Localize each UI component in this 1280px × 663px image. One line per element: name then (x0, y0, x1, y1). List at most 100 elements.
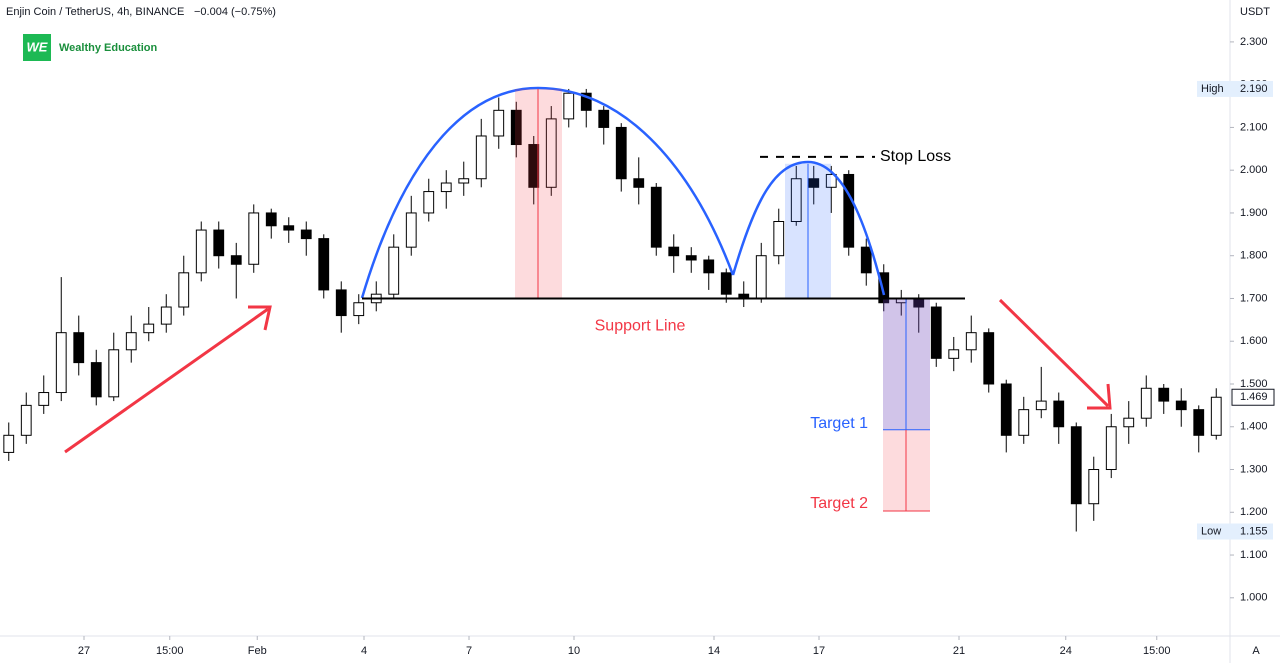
x-tick-label: 4 (361, 645, 367, 657)
candle-body (650, 186, 662, 248)
trend-arrow-head (248, 305, 272, 331)
candle-body (580, 92, 592, 111)
candle-body (755, 255, 767, 299)
trend-arrow (998, 298, 1110, 408)
y-tick-label: 1.900 (1240, 207, 1268, 219)
candles (3, 88, 1222, 532)
candle-body (685, 255, 697, 261)
candle-body (353, 302, 365, 317)
candle-body (265, 212, 277, 227)
candle-body (563, 92, 575, 120)
candle-body (1158, 387, 1170, 402)
candle-body (178, 272, 190, 308)
candle-body (860, 246, 872, 274)
candle-body (598, 109, 610, 128)
y-tick-label: 2.300 (1240, 36, 1268, 48)
candle-body (388, 246, 400, 295)
candle-body (615, 126, 627, 180)
candle-body (1123, 417, 1135, 428)
corner-label: A (1252, 645, 1260, 657)
candle-body (55, 332, 67, 394)
candle-body (125, 332, 137, 351)
y-tick-label: 1.300 (1240, 463, 1268, 475)
candle-body (948, 349, 960, 359)
candle-body (510, 109, 522, 146)
chart-title: Enjin Coin / TetherUS, 4h, BINANCE (6, 6, 184, 18)
candle-body (423, 191, 435, 214)
candle-body (1088, 469, 1100, 505)
candle-body (790, 178, 802, 223)
x-tick-label: 15:00 (1143, 645, 1171, 657)
candle-body (1018, 409, 1030, 436)
x-tick-label: 21 (953, 645, 965, 657)
candle-body (843, 173, 855, 248)
candle-body (1175, 400, 1187, 411)
x-tick-label: 10 (568, 645, 580, 657)
last-price-box (1231, 388, 1275, 406)
candle-body (143, 323, 155, 334)
y-tick-label: 1.200 (1240, 506, 1268, 518)
candle-body (195, 229, 207, 274)
candle-body (1193, 409, 1205, 436)
candle-body (3, 434, 15, 453)
x-tick-label: 24 (1060, 645, 1072, 657)
candle-body (475, 135, 487, 180)
y-tick-label: 2.000 (1240, 164, 1268, 176)
currency-label: USDT (1240, 6, 1270, 18)
y-tick-label: 1.400 (1240, 421, 1268, 433)
candle-body (773, 221, 785, 257)
candle-body (808, 178, 820, 188)
candle-body (1000, 383, 1012, 436)
candle-body (108, 349, 120, 398)
candle-body (283, 225, 295, 231)
y-tick-label: 2.100 (1240, 121, 1268, 133)
x-tick-label: 14 (708, 645, 720, 657)
candle-body (720, 272, 732, 295)
x-tick-label: 15:00 (156, 645, 184, 657)
y-tick-label: 1.800 (1240, 250, 1268, 262)
candle-body (160, 306, 172, 325)
candle-body (440, 182, 452, 193)
target-1-label: Target 1 (810, 415, 868, 432)
candle-body (20, 404, 32, 436)
candle-body (318, 238, 330, 291)
candle-body (1140, 387, 1152, 419)
candle-body (983, 332, 995, 385)
x-tick-label: 17 (813, 645, 825, 657)
y-tick-label: 1.000 (1240, 592, 1268, 604)
trend-arrow (64, 307, 269, 454)
high-marker-value: 2.190 (1240, 83, 1268, 95)
candle-body (545, 118, 557, 188)
high-marker-label: High (1201, 83, 1224, 95)
candle-body (90, 362, 102, 398)
brand-logo (23, 34, 51, 61)
candle-body (1035, 400, 1047, 411)
last-price-label: 1.469 (1240, 391, 1268, 403)
candle-body (633, 178, 645, 188)
candle-body (1053, 400, 1065, 428)
y-tick-label: 1.700 (1240, 292, 1268, 304)
price-change: −0.004 (−0.75%) (194, 6, 276, 18)
candle-body (493, 109, 505, 137)
candle-body (1210, 396, 1222, 436)
candle-body (930, 306, 942, 359)
candle-body (1070, 426, 1082, 505)
y-tick-label: 1.500 (1240, 378, 1268, 390)
stop-loss-label: Stop Loss (880, 148, 951, 165)
x-tick-label: 7 (466, 645, 472, 657)
low-marker-box (1197, 523, 1273, 540)
head-arc (360, 86, 735, 299)
y-tick-label: 1.600 (1240, 335, 1268, 347)
candle-body (248, 212, 260, 265)
candle-body (878, 272, 890, 304)
y-tick-label: 1.100 (1240, 549, 1268, 561)
candle-body (1105, 426, 1117, 471)
low-marker-label: Low (1201, 525, 1221, 537)
target-2-label: Target 2 (810, 495, 868, 512)
candle-body (825, 173, 837, 188)
candle-body (965, 332, 977, 351)
overlay: Stop Loss Support Line Target 1 Target 2 (64, 86, 1112, 512)
support-label: Support Line (595, 318, 686, 335)
